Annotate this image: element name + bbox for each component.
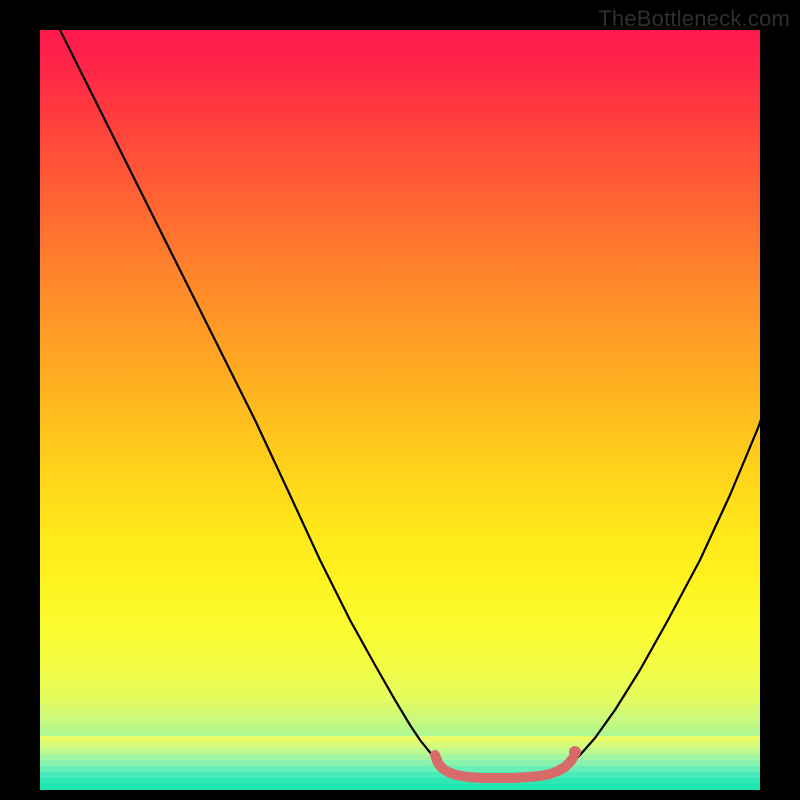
bottleneck-chart xyxy=(0,0,800,800)
chart-container: TheBottleneck.com xyxy=(0,0,800,800)
watermark-text: TheBottleneck.com xyxy=(598,6,790,32)
